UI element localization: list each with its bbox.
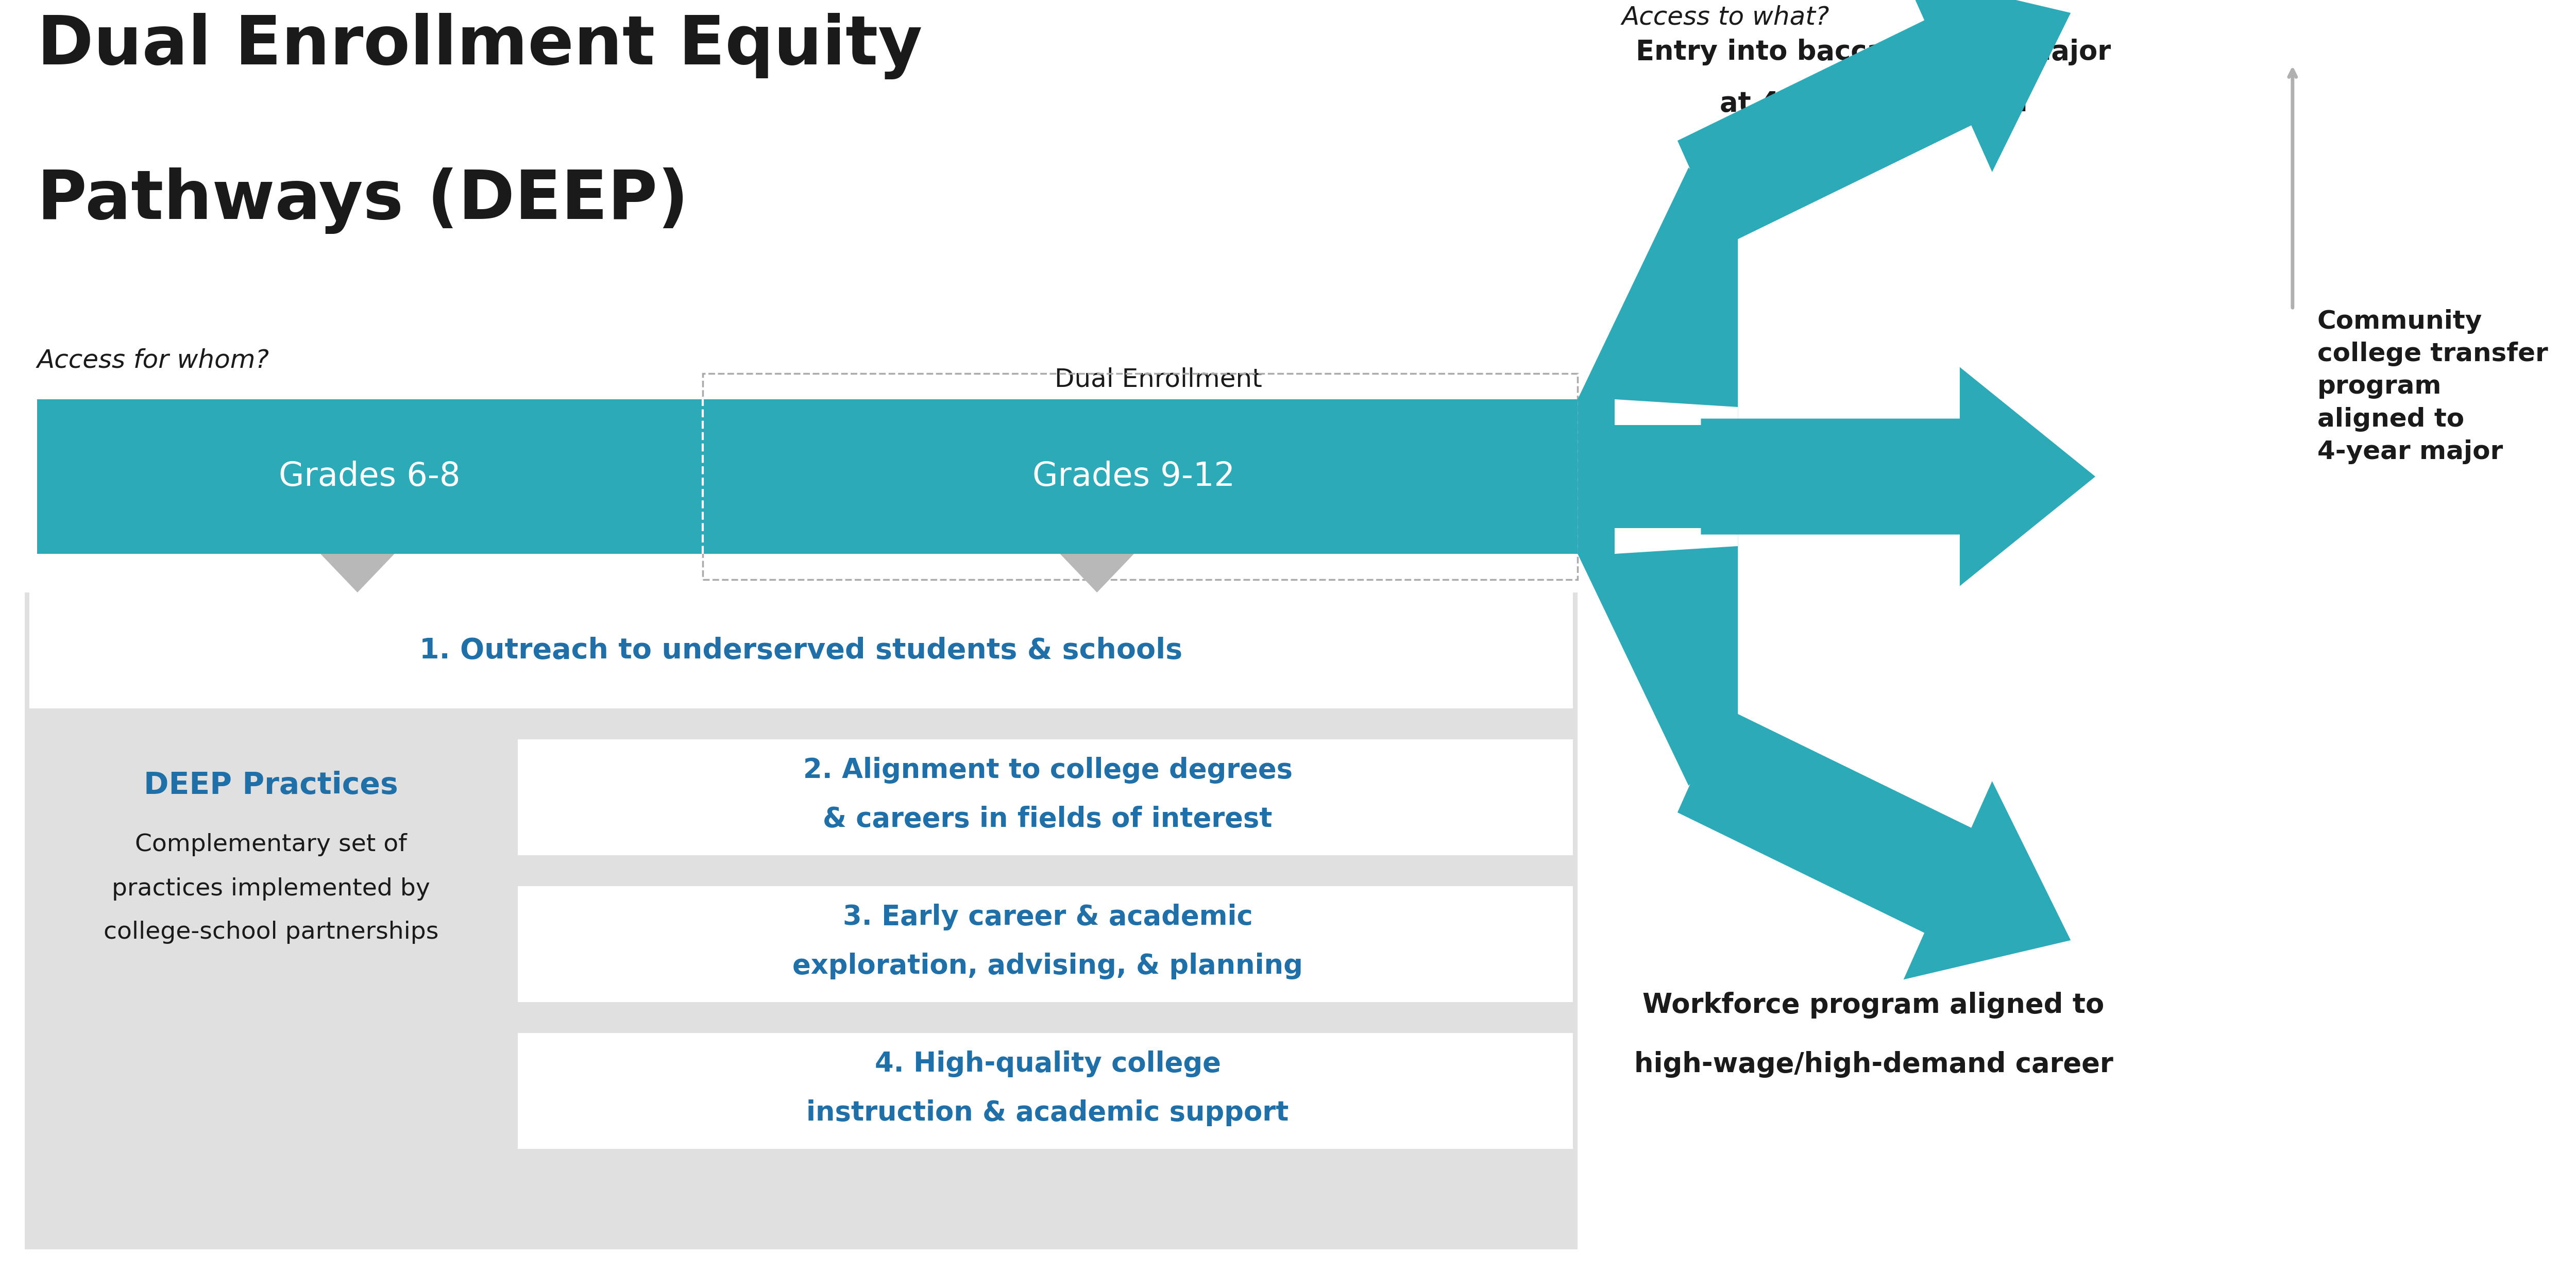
Text: Access to what?: Access to what? [1623, 5, 1829, 30]
Polygon shape [1677, 0, 2071, 246]
Text: Access for whom?: Access for whom? [36, 348, 270, 372]
Text: Dual Enrollment Equity: Dual Enrollment Equity [36, 13, 922, 80]
Polygon shape [319, 554, 394, 592]
Bar [518, 886, 1574, 1002]
Text: 3. Early career & academic: 3. Early career & academic [842, 904, 1252, 930]
Polygon shape [1059, 554, 1133, 592]
Text: instruction & academic support: instruction & academic support [806, 1100, 1288, 1126]
Text: Workforce program aligned to: Workforce program aligned to [1643, 992, 2105, 1019]
Text: exploration, advising, & planning: exploration, advising, & planning [793, 953, 1303, 979]
Text: & careers in fields of interest: & careers in fields of interest [822, 806, 1273, 832]
Bar [518, 739, 1574, 855]
Polygon shape [1700, 367, 2094, 586]
Text: Entry into baccalaureate major: Entry into baccalaureate major [1636, 39, 2110, 66]
Text: Complementary set of: Complementary set of [134, 833, 407, 857]
Text: college-school partnerships: college-school partnerships [103, 921, 438, 944]
Bar [36, 399, 1577, 554]
Polygon shape [1615, 528, 1739, 554]
Bar [26, 592, 1577, 1249]
Text: 4. High-quality college: 4. High-quality college [876, 1051, 1221, 1077]
Polygon shape [1677, 707, 2071, 980]
Text: Grades 9-12: Grades 9-12 [1033, 461, 1236, 492]
Bar [703, 374, 1577, 580]
Polygon shape [1615, 399, 1739, 425]
Text: high-wage/high-demand career: high-wage/high-demand career [1633, 1051, 2112, 1078]
Text: DEEP Practices: DEEP Practices [144, 772, 399, 800]
Text: at 4-year institution: at 4-year institution [1721, 90, 2027, 117]
Text: 2. Alignment to college degrees: 2. Alignment to college degrees [804, 757, 1293, 783]
Text: Grades 6-8: Grades 6-8 [278, 461, 461, 492]
Bar [28, 592, 1574, 708]
Bar [518, 1033, 1574, 1149]
Text: Community
college transfer
program
aligned to
4-year major: Community college transfer program align… [2318, 309, 2548, 464]
Text: practices implemented by: practices implemented by [111, 877, 430, 900]
Text: Dual Enrollment: Dual Enrollment [1054, 367, 1262, 392]
Text: Pathways (DEEP): Pathways (DEEP) [36, 167, 688, 234]
Text: 1. Outreach to underserved students & schools: 1. Outreach to underserved students & sc… [420, 636, 1182, 665]
Polygon shape [1577, 167, 1739, 786]
